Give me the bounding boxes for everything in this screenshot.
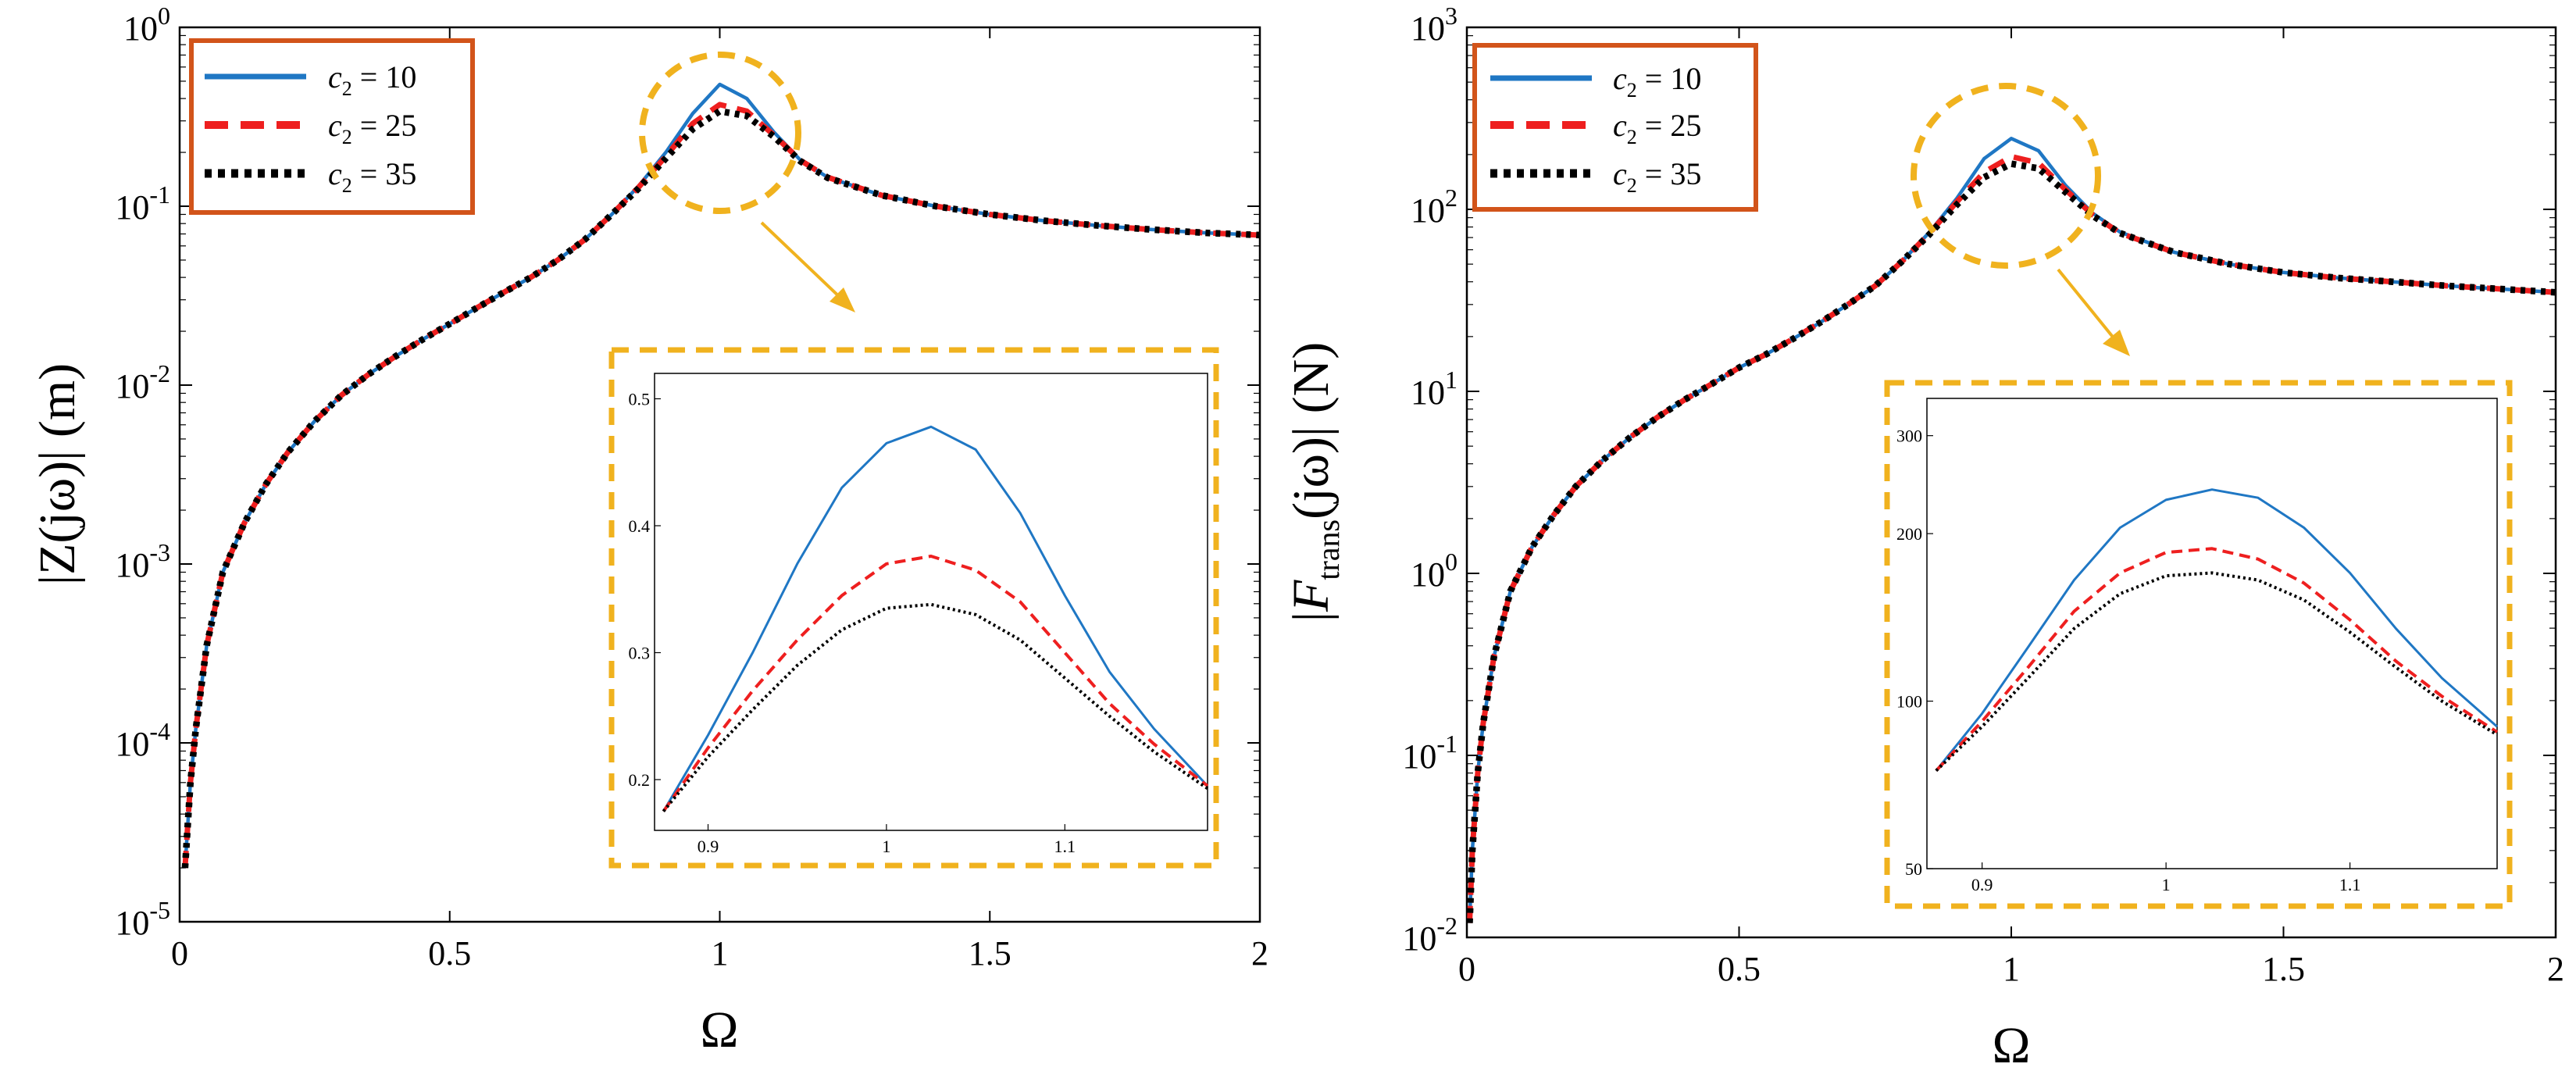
left-y-tick-label: 10-3 bbox=[115, 538, 170, 584]
left-inset-y-tick-label: 0.4 bbox=[629, 516, 651, 536]
left-y-tick-label: 10-1 bbox=[115, 180, 170, 227]
left-y-label-text: |Z(jω)| (m) bbox=[29, 363, 86, 585]
right-chart: 0 0.5 1 1.5 2 10-2 10-1 100 101 102 103 |Ftrans(jω… bbox=[1283, 2, 2564, 1074]
left-inset-x-tick-label: 0.9 bbox=[698, 837, 719, 856]
left-legend: c2 = 10 c2 = 25 c2 = 35 bbox=[189, 38, 475, 215]
left-inset: 0.9 1 1.1 0.2 0.3 0.4 0.5 bbox=[608, 347, 1219, 869]
right-inset-x-tick-label: 0.9 bbox=[1971, 875, 1993, 894]
right-inset-series-line bbox=[1935, 488, 2498, 772]
left-x-tick-label: 1.5 bbox=[969, 934, 1011, 973]
left-inset-series-line bbox=[662, 602, 1209, 812]
right-inset-series-group bbox=[1935, 488, 2499, 773]
right-y-label-part2: (jω)| (N) bbox=[1283, 342, 1340, 519]
right-legend-box bbox=[1472, 43, 1758, 212]
left-x-tick-label: 0 bbox=[171, 934, 188, 973]
left-x-tick-label: 1 bbox=[712, 934, 729, 973]
right-legend: c2 = 10 c2 = 25 c2 = 35 bbox=[1472, 43, 1758, 212]
left-axis-ticks: 0 0.5 1 1.5 2 10-5 10-4 10-3 10-2 10-1 100 bbox=[115, 2, 1268, 973]
left-legend-box bbox=[189, 38, 475, 215]
right-inset-y-tick-label: 50 bbox=[1905, 859, 1922, 879]
right-inset-frame bbox=[1926, 398, 2498, 869]
left-inset-series-group bbox=[662, 425, 1209, 812]
right-peak-highlight-circle bbox=[1911, 83, 2101, 269]
left-y-tick-label: 10-4 bbox=[115, 717, 170, 763]
right-x-tick-label: 0 bbox=[1458, 950, 1475, 988]
left-inset-y-tick-label: 0.3 bbox=[629, 644, 651, 663]
right-legend-label-c25: c2 = 25 bbox=[1613, 108, 1701, 148]
right-inset-y-tick-label: 300 bbox=[1896, 427, 1922, 446]
left-series-line bbox=[181, 108, 1260, 869]
right-y-axis-label: |Ftrans(jω)| (N) bbox=[1283, 342, 1346, 622]
left-series-group bbox=[181, 82, 1260, 869]
right-legend-label-c10: c2 = 10 bbox=[1613, 61, 1701, 102]
left-y-tick-label: 10-2 bbox=[115, 359, 170, 405]
right-inset-series-line bbox=[1935, 547, 2499, 772]
left-inset-x-tick-label: 1 bbox=[882, 837, 890, 856]
right-x-tick-label: 2 bbox=[2547, 950, 2564, 988]
left-legend-label-c35: c2 = 35 bbox=[328, 156, 416, 197]
right-inset-x-tick-label: 1 bbox=[2162, 875, 2171, 894]
left-inset-series-line bbox=[662, 425, 1209, 812]
left-inset-series-line bbox=[662, 555, 1209, 812]
left-chart: 0 0.5 1 1.5 2 10-5 10-4 10-3 10-2 10-1 100 |Z(jω)|… bbox=[29, 2, 1268, 1058]
left-y-axis-label: |Z(jω)| (m) bbox=[29, 363, 86, 585]
right-y-tick-label: 101 bbox=[1411, 366, 1457, 412]
right-y-tick-label: 100 bbox=[1411, 548, 1457, 594]
right-y-tick-label: 102 bbox=[1411, 184, 1457, 230]
left-y-tick-label: 100 bbox=[123, 2, 170, 48]
right-series-group bbox=[1467, 137, 2556, 923]
right-x-tick-label: 0.5 bbox=[1718, 950, 1761, 988]
right-inset-series-line bbox=[1935, 571, 2499, 773]
left-inset-frame bbox=[654, 373, 1208, 831]
left-peak-highlight-circle bbox=[639, 52, 801, 214]
right-y-label-F: F bbox=[1283, 580, 1340, 612]
right-inset-ticks: 0.9 1 1.1 50 100 200 300 bbox=[1896, 427, 2360, 894]
right-inset-x-tick-label: 1.1 bbox=[2339, 875, 2361, 894]
left-inset-ticks: 0.9 1 1.1 0.2 0.3 0.4 0.5 bbox=[629, 390, 1076, 857]
right-axis-ticks: 0 0.5 1 1.5 2 10-2 10-1 100 101 102 103 bbox=[1402, 2, 2564, 988]
right-x-tick-label: 1 bbox=[2003, 950, 2020, 988]
left-inset-x-tick-label: 1.1 bbox=[1054, 837, 1076, 856]
left-x-tick-label: 0.5 bbox=[428, 934, 471, 973]
right-y-tick-label: 10-2 bbox=[1402, 912, 1457, 958]
left-inset-y-tick-label: 0.2 bbox=[629, 770, 651, 790]
right-series-line bbox=[1467, 160, 2556, 923]
right-series-line bbox=[1467, 153, 2556, 923]
right-inset: 0.9 1 1.1 50 100 200 300 bbox=[1884, 380, 2513, 909]
right-y-tick-label: 10-1 bbox=[1402, 730, 1457, 776]
left-legend-label-c25: c2 = 25 bbox=[328, 108, 416, 148]
left-legend-label-c10: c2 = 10 bbox=[328, 59, 416, 100]
right-inset-y-tick-label: 100 bbox=[1896, 692, 1922, 712]
left-zoom-arrow bbox=[760, 221, 855, 312]
right-y-label-text: |Ftrans(jω)| (N) bbox=[1283, 342, 1346, 622]
left-inset-y-tick-label: 0.5 bbox=[629, 390, 651, 409]
left-x-tick-label: 2 bbox=[1251, 934, 1268, 973]
right-y-label-part1: | bbox=[1283, 612, 1340, 622]
right-legend-label-c35: c2 = 35 bbox=[1613, 156, 1701, 197]
right-x-tick-label: 1.5 bbox=[2262, 950, 2305, 988]
right-y-label-sub: trans bbox=[1311, 519, 1346, 580]
right-zoom-arrow bbox=[2057, 268, 2130, 356]
right-y-tick-label: 103 bbox=[1411, 2, 1457, 48]
right-inset-y-tick-label: 200 bbox=[1896, 524, 1922, 544]
right-x-axis-label: Ω bbox=[1992, 1017, 2030, 1074]
left-y-tick-label: 10-5 bbox=[115, 896, 170, 942]
left-x-axis-label: Ω bbox=[700, 1001, 738, 1058]
